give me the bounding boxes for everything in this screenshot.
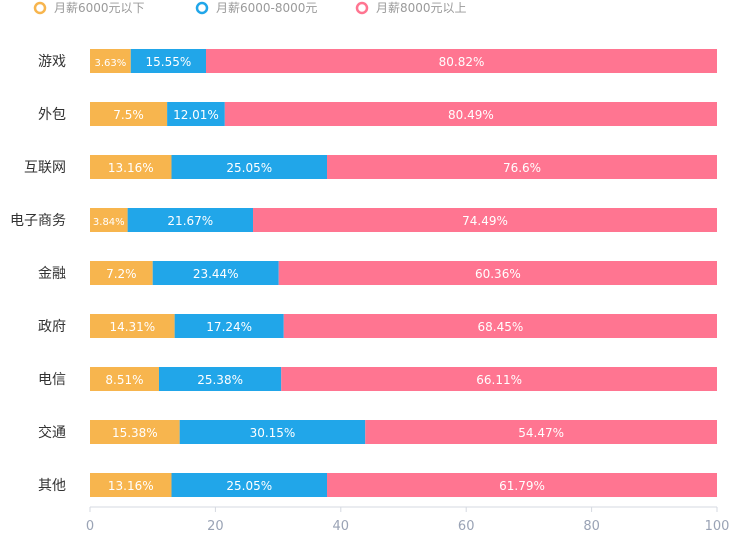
category-label: 电子商务: [10, 213, 66, 229]
bar-segment[interactable]: [90, 208, 128, 232]
data-label: 15.55%: [145, 55, 191, 69]
category-label: 游戏: [38, 54, 66, 70]
data-label: 61.79%: [499, 479, 545, 493]
category-label: 电信: [38, 372, 66, 388]
bar-segment[interactable]: [171, 155, 328, 179]
bar-segment[interactable]: [283, 314, 717, 338]
data-label: 7.5%: [113, 108, 144, 122]
x-axis: 0 20 40 60 80 100: [86, 506, 730, 533]
bar-segment[interactable]: [365, 420, 717, 444]
category-label: 其他: [38, 478, 66, 494]
data-label: 68.45%: [477, 320, 523, 334]
legend-label[interactable]: 月薪6000元以下: [54, 1, 145, 15]
legend-label[interactable]: 月薪6000-8000元: [216, 1, 317, 15]
legend-marker[interactable]: [33, 1, 47, 15]
data-label: 60.36%: [475, 267, 521, 281]
x-tick-label: 100: [705, 519, 730, 533]
bar-segment[interactable]: [90, 367, 159, 391]
data-label: 7.2%: [106, 267, 137, 281]
bar-segment[interactable]: [167, 102, 225, 126]
bar-segment[interactable]: [327, 473, 717, 497]
bar-segment[interactable]: [224, 102, 717, 126]
category-label: 互联网: [24, 160, 66, 176]
data-label: 54.47%: [518, 426, 564, 440]
data-label: 80.82%: [439, 55, 485, 69]
bar-segment[interactable]: [179, 420, 366, 444]
category-label: 交通: [38, 424, 66, 441]
bar-segment[interactable]: [205, 49, 717, 73]
bar-segment[interactable]: [90, 261, 153, 285]
legend: 月薪6000元以下 月薪6000-8000元 月薪8000元以上: [33, 1, 467, 15]
data-label: 12.01%: [173, 108, 219, 122]
data-label: 25.05%: [226, 161, 272, 175]
data-label: 74.49%: [462, 214, 508, 228]
legend-label[interactable]: 月薪8000元以上: [376, 1, 467, 15]
legend-marker[interactable]: [355, 1, 369, 15]
legend-marker[interactable]: [195, 1, 209, 15]
bar-segment[interactable]: [90, 49, 131, 73]
data-label: 13.16%: [108, 161, 154, 175]
x-tick-label: 80: [583, 519, 600, 533]
data-label: 17.24%: [206, 320, 252, 334]
category-label: 政府: [38, 319, 66, 335]
bar-segment[interactable]: [278, 261, 717, 285]
bar-segment[interactable]: [281, 367, 717, 391]
data-label: 14.31%: [109, 320, 155, 334]
bar-segment[interactable]: [90, 102, 168, 126]
data-label: 25.05%: [226, 479, 272, 493]
data-label: 15.38%: [112, 426, 158, 440]
data-label: 76.6%: [503, 161, 541, 175]
bar-segment[interactable]: [127, 208, 254, 232]
bar-segment[interactable]: [158, 367, 282, 391]
data-label: 25.38%: [197, 373, 243, 387]
data-label: 66.11%: [476, 373, 522, 387]
data-label: 23.44%: [193, 267, 239, 281]
x-tick-label: 0: [86, 519, 94, 533]
bar-segment[interactable]: [327, 155, 717, 179]
x-tick-label: 20: [207, 519, 224, 533]
bar-segment[interactable]: [174, 314, 284, 338]
data-label: 21.67%: [167, 214, 213, 228]
data-label: 80.49%: [448, 108, 494, 122]
data-label: 3.63%: [94, 58, 126, 69]
bar-segment[interactable]: [171, 473, 328, 497]
data-label: 3.84%: [93, 217, 125, 228]
x-tick-label: 60: [458, 519, 475, 533]
bar-segment[interactable]: [152, 261, 279, 285]
x-tick-label: 40: [333, 519, 350, 533]
bar-segment[interactable]: [90, 155, 172, 179]
plot-area: 3.63% 15.55% 80.82% 7.5% 12.01% 80.49% 13.16% 2…: [90, 49, 717, 497]
category-label: 金融: [38, 266, 66, 282]
data-label: 30.15%: [250, 426, 296, 440]
bar-segment[interactable]: [253, 208, 717, 232]
category-label: 外包: [38, 107, 66, 123]
bar-segment[interactable]: [90, 473, 172, 497]
bar-segment[interactable]: [90, 420, 180, 444]
bar-segment[interactable]: [130, 49, 206, 73]
data-label: 13.16%: [108, 479, 154, 493]
bar-segment[interactable]: [90, 314, 175, 338]
data-label: 8.51%: [105, 373, 143, 387]
